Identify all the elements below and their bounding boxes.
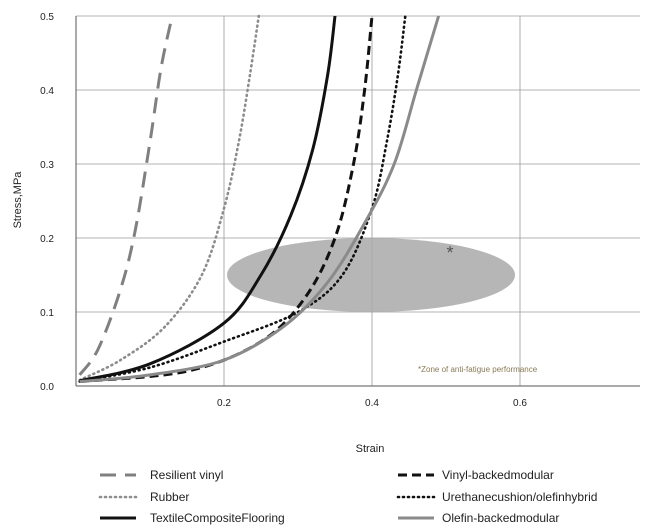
y-axis-title: Stress,MPa (12, 171, 24, 229)
series-line-3 (79, 15, 337, 383)
y-tick-label: 0.2 (40, 234, 54, 245)
series-line-5 (78, 14, 407, 383)
x-axis-title: Strain (356, 443, 385, 455)
zone-asterisk: * (446, 243, 453, 263)
anti-fatigue-zone: * (227, 238, 515, 312)
y-tick-label: 0.4 (40, 86, 54, 97)
y-tick-label: 0.0 (40, 382, 54, 393)
series-line-6 (79, 15, 441, 384)
x-tick-label: 0.6 (513, 398, 527, 409)
series-lines (78, 14, 441, 384)
axes (75, 16, 640, 387)
legend-label-3: TextileCompositeFlooring (150, 511, 285, 525)
y-tick-label: 0.1 (40, 308, 54, 319)
x-tick-label: 0.2 (217, 398, 231, 409)
zone-ellipse (227, 238, 515, 312)
zone-note: *Zone of anti-fatigue performance (418, 365, 538, 374)
legend-label-1: Resilient vinyl (150, 468, 223, 482)
legend-label-2: Rubber (150, 490, 189, 504)
tick-labels: 0.0 0.1 0.2 0.3 0.4 0.5 0.2 0.4 0.6 (40, 12, 527, 409)
series-line-1 (78, 15, 174, 376)
y-tick-label: 0.3 (40, 160, 54, 171)
legend-label-4: Vinyl-backedmodular (442, 468, 554, 482)
grid-lines (76, 15, 640, 386)
series-line-2 (78, 14, 261, 382)
zone-note-text: Zone of anti-fatigue performance (421, 365, 538, 374)
y-tick-label: 0.5 (40, 12, 54, 23)
legend: Resilient vinyl Rubber TextileCompositeFlo… (98, 468, 597, 525)
zone-note-asterisk: * (418, 365, 421, 374)
x-tick-label: 0.4 (365, 398, 379, 409)
legend-label-5: Urethanecushion/olefinhybrid (442, 490, 597, 504)
legend-label-6: Olefin-backedmodular (442, 511, 559, 525)
svg-text:*Zone of anti-fatigue performa: *Zone of anti-fatigue performance (418, 365, 538, 374)
